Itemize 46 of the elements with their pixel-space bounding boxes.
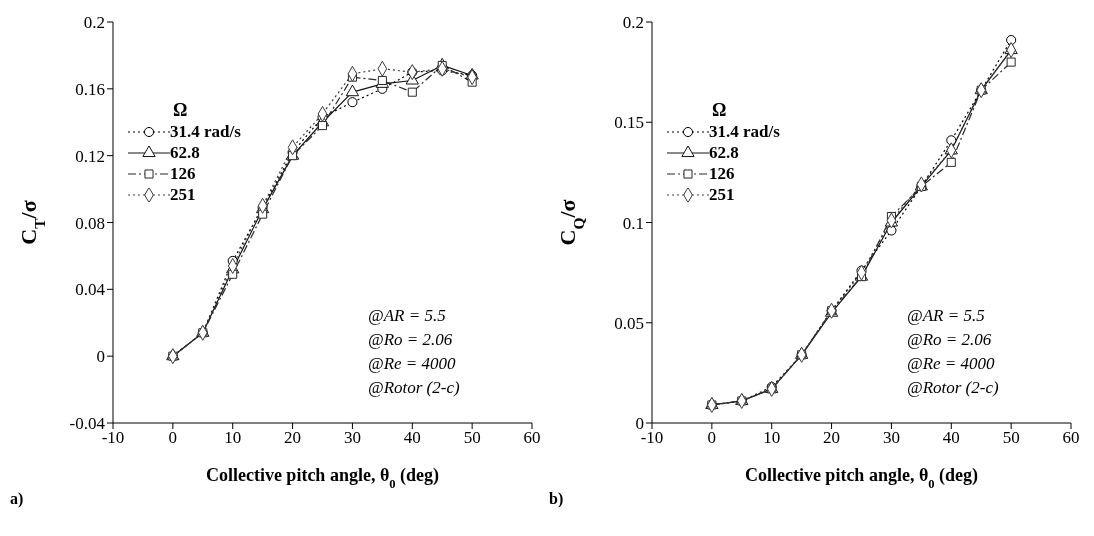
y-tick-label: 0.2 bbox=[622, 13, 644, 33]
annotation: @Ro = 2.06 bbox=[368, 329, 454, 351]
legend-label: 62.8 bbox=[709, 142, 739, 163]
x-tick-label: 40 bbox=[403, 428, 421, 448]
x-tick-label: 20 bbox=[823, 428, 841, 448]
legend-label: 62.8 bbox=[170, 142, 200, 163]
x-tick-label: 10 bbox=[224, 428, 242, 448]
x-tick-label: 20 bbox=[284, 428, 302, 448]
y-tick-label: 0.12 bbox=[75, 146, 105, 166]
x-tick-label: 50 bbox=[463, 428, 481, 448]
legend-label: 31.4 rad/s bbox=[170, 121, 241, 142]
annotation: @Ro = 2.06 bbox=[907, 329, 993, 351]
y-tick-label: 0.08 bbox=[75, 213, 105, 233]
annotation: @Re = 4000 bbox=[368, 353, 457, 375]
x-tick-label: 0 bbox=[168, 428, 178, 448]
annotation: @Re = 4000 bbox=[907, 353, 996, 375]
legend-title: Ω bbox=[173, 100, 189, 121]
legend-title: Ω bbox=[712, 100, 728, 121]
x-tick-label: 50 bbox=[1002, 428, 1020, 448]
x-tick-label: 0 bbox=[707, 428, 717, 448]
annotation: @AR = 5.5 bbox=[907, 305, 986, 327]
y-tick-label: 0.04 bbox=[75, 280, 106, 300]
y-tick-label: 0.2 bbox=[83, 13, 105, 33]
legend-label: 126 bbox=[709, 163, 735, 184]
annotation: @AR = 5.5 bbox=[368, 305, 447, 327]
legend-label: 126 bbox=[170, 163, 196, 184]
x-tick-label: 10 bbox=[763, 428, 781, 448]
y-tick-label: 0.15 bbox=[614, 113, 644, 133]
legend-label: 31.4 rad/s bbox=[709, 121, 780, 142]
y-tick-label: 0.16 bbox=[75, 79, 105, 99]
text: b) bbox=[549, 490, 564, 508]
y-tick-label: 0.1 bbox=[622, 213, 644, 233]
x-tick-label: 60 bbox=[523, 428, 541, 448]
x-tick-label: 40 bbox=[942, 428, 960, 448]
x-tick-label: 30 bbox=[882, 428, 900, 448]
annotation: @Rotor (2-c) bbox=[907, 377, 999, 399]
text: a) bbox=[10, 490, 24, 508]
x-axis-title: Collective pitch angle, θ$_{0}$ (deg) bbox=[205, 465, 440, 491]
x-tick-label: 60 bbox=[1062, 428, 1080, 448]
x-tick-label: 30 bbox=[343, 428, 361, 448]
y-tick-label: 0.05 bbox=[614, 313, 644, 333]
y-tick-label: 0 bbox=[96, 347, 105, 367]
legend-label: 251 bbox=[709, 184, 735, 205]
legend-label: 251 bbox=[170, 184, 196, 205]
x-axis-title: Collective pitch angle, θ$_{0}$ (deg) bbox=[744, 465, 979, 491]
annotation: @Rotor (2-c) bbox=[368, 377, 460, 399]
